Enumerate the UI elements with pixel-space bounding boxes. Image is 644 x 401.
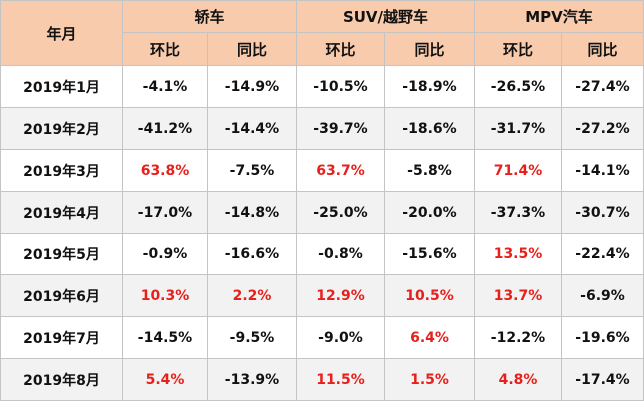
- row-label: 2019年1月: [0, 66, 123, 108]
- value-cell: -12.2%: [475, 317, 562, 359]
- value-cell: -18.6%: [385, 108, 475, 150]
- value-cell: -10.5%: [297, 66, 385, 108]
- value-cell: 71.4%: [475, 150, 562, 192]
- sub-header: 同比: [385, 33, 475, 66]
- value-cell: 63.8%: [123, 150, 208, 192]
- value-cell: -22.4%: [562, 234, 644, 275]
- value-cell: -14.8%: [208, 192, 297, 234]
- value-cell: 10.5%: [385, 275, 475, 317]
- value-cell: -26.5%: [475, 66, 562, 108]
- value-cell: 2.2%: [208, 275, 297, 317]
- value-cell: 1.5%: [385, 359, 475, 401]
- value-cell: 63.7%: [297, 150, 385, 192]
- row-label: 2019年5月: [0, 234, 123, 275]
- value-cell: -6.9%: [562, 275, 644, 317]
- value-cell: -27.4%: [562, 66, 644, 108]
- value-cell: -14.5%: [123, 317, 208, 359]
- value-cell: -0.9%: [123, 234, 208, 275]
- value-cell: -13.9%: [208, 359, 297, 401]
- value-cell: -41.2%: [123, 108, 208, 150]
- row-label: 2019年8月: [0, 359, 123, 401]
- value-cell: -16.6%: [208, 234, 297, 275]
- value-cell: -31.7%: [475, 108, 562, 150]
- value-cell: 5.4%: [123, 359, 208, 401]
- value-cell: -30.7%: [562, 192, 644, 234]
- sub-header: 环比: [297, 33, 385, 66]
- value-cell: -19.6%: [562, 317, 644, 359]
- value-cell: -39.7%: [297, 108, 385, 150]
- value-cell: -14.4%: [208, 108, 297, 150]
- value-cell: -15.6%: [385, 234, 475, 275]
- row-label: 2019年4月: [0, 192, 123, 234]
- sub-header: 环比: [475, 33, 562, 66]
- value-cell: -14.9%: [208, 66, 297, 108]
- value-cell: 4.8%: [475, 359, 562, 401]
- sub-header: 同比: [208, 33, 297, 66]
- value-cell: -7.5%: [208, 150, 297, 192]
- value-cell: 10.3%: [123, 275, 208, 317]
- value-cell: -17.0%: [123, 192, 208, 234]
- value-cell: 13.7%: [475, 275, 562, 317]
- value-cell: -5.8%: [385, 150, 475, 192]
- value-cell: 6.4%: [385, 317, 475, 359]
- value-cell: -18.9%: [385, 66, 475, 108]
- value-cell: -14.1%: [562, 150, 644, 192]
- value-cell: 12.9%: [297, 275, 385, 317]
- value-cell: 13.5%: [475, 234, 562, 275]
- value-cell: -27.2%: [562, 108, 644, 150]
- group-header: SUV/越野车: [297, 0, 475, 33]
- corner-header: 年月: [0, 0, 123, 66]
- value-cell: -0.8%: [297, 234, 385, 275]
- value-cell: -37.3%: [475, 192, 562, 234]
- value-cell: -9.0%: [297, 317, 385, 359]
- group-header: 轿车: [123, 0, 297, 33]
- value-cell: -17.4%: [562, 359, 644, 401]
- value-cell: -20.0%: [385, 192, 475, 234]
- sub-header: 同比: [562, 33, 644, 66]
- value-cell: -9.5%: [208, 317, 297, 359]
- value-cell: 11.5%: [297, 359, 385, 401]
- value-cell: -25.0%: [297, 192, 385, 234]
- row-label: 2019年7月: [0, 317, 123, 359]
- value-cell: -4.1%: [123, 66, 208, 108]
- group-header: MPV汽车: [475, 0, 644, 33]
- sub-header: 环比: [123, 33, 208, 66]
- row-label: 2019年2月: [0, 108, 123, 150]
- row-label: 2019年3月: [0, 150, 123, 192]
- row-label: 2019年6月: [0, 275, 123, 317]
